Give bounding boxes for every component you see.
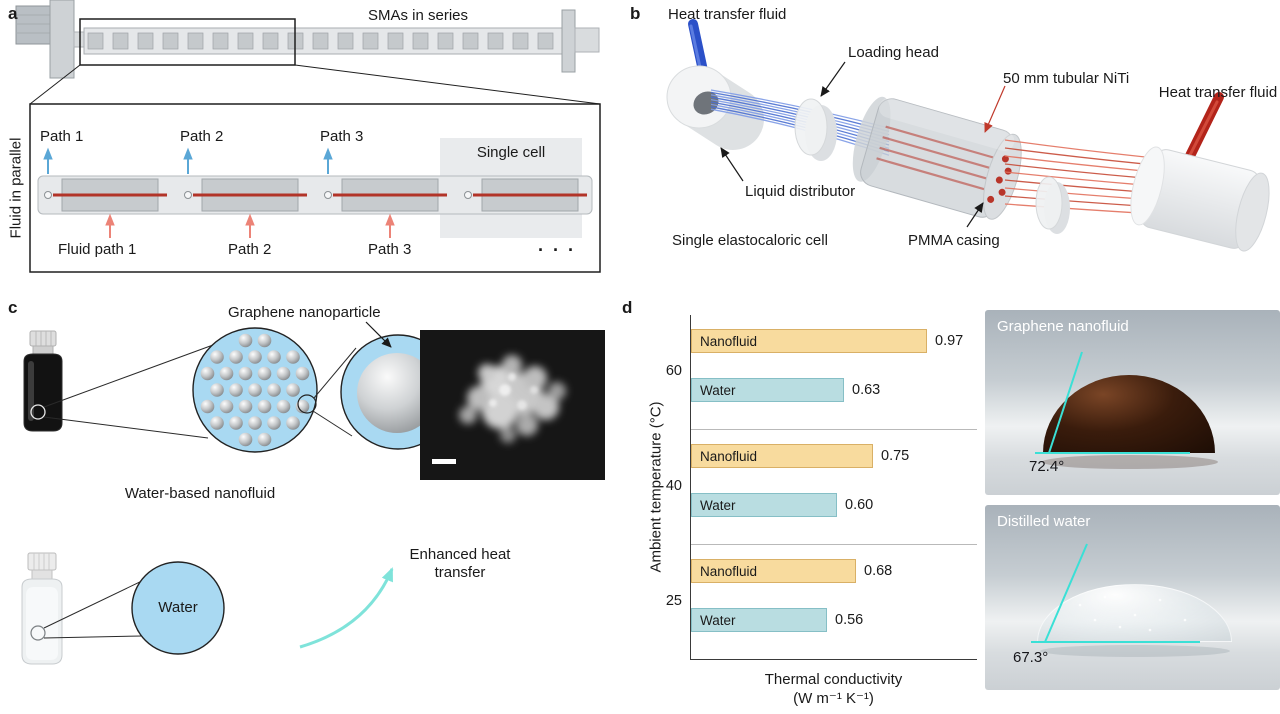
- sem-image: [420, 330, 605, 480]
- bar-nanofluid-60: Nanofluid: [691, 329, 927, 353]
- bar-nanofluid-40: Nanofluid: [691, 444, 873, 468]
- bar-row: Water 0.63: [691, 378, 880, 402]
- graphene-nanoparticle-sphere: [357, 353, 437, 433]
- fluid-path3-label: Path 3: [368, 241, 412, 258]
- bar-value-label: 0.68: [864, 563, 893, 579]
- bar-row: Water 0.56: [691, 608, 863, 632]
- zoom-source-box: [79, 18, 296, 66]
- panel-d-label: d: [622, 298, 633, 317]
- panel-b-label: b: [630, 4, 641, 23]
- fluid-path2-label: Path 2: [228, 241, 272, 258]
- bar-row: Nanofluid 0.97: [691, 329, 963, 353]
- nanoparticle-arrow-icon: [365, 321, 392, 348]
- water-label: Water: [158, 599, 198, 616]
- x-axis-units: (W m⁻¹ K⁻¹): [793, 690, 874, 707]
- pmma-casing-cylinder: [852, 96, 1022, 220]
- bar-series-label: Nanofluid: [700, 448, 758, 464]
- bar-group: Nanofluid 0.97 Water 0.63: [691, 315, 977, 430]
- bar-series-label: Water: [700, 382, 736, 398]
- bar-row: Nanofluid 0.75: [691, 444, 909, 468]
- contact-angle-value: 72.4°: [1029, 458, 1065, 475]
- graphene-nanoparticle-label: Graphene nanoparticle: [228, 304, 381, 321]
- y-tick-label: 60: [665, 363, 682, 379]
- niti-label: 50 mm tubular NiTi: [1003, 70, 1130, 87]
- y-axis-ticks: 60 40 25: [650, 315, 682, 660]
- bar-group: Nanofluid 0.68 Water 0.56: [691, 545, 977, 660]
- bar-value-label: 0.63: [852, 382, 881, 398]
- y-tick-label: 25: [665, 593, 682, 609]
- y-tick-label: 40: [665, 478, 682, 494]
- bar-nanofluid-25: Nanofluid: [691, 559, 856, 583]
- bar-group: Nanofluid 0.75 Water 0.60: [691, 430, 977, 545]
- panel-b-graphic: [666, 19, 1270, 252]
- niti-arrow-icon: [984, 85, 1006, 133]
- panel-c-label: c: [8, 298, 18, 317]
- contact-angle-marks: [1035, 351, 1190, 454]
- bar-series-label: Nanofluid: [700, 563, 758, 579]
- bar-water-40: Water: [691, 493, 837, 517]
- nanoparticle-grid: [200, 333, 310, 447]
- bar-chart-plot: Nanofluid 0.97 Water 0.63 Nanofluid 0.75 Water…: [690, 315, 977, 660]
- bar-value-label: 0.97: [935, 333, 964, 349]
- enhanced-transfer-arrow-icon: [299, 567, 394, 649]
- fluid-in-parallel-label: Fluid in parallel: [7, 137, 25, 239]
- contact-angle-value: 67.3°: [1013, 649, 1049, 666]
- panel-a-label: a: [8, 4, 18, 23]
- panel-c-graphic: [21, 321, 605, 665]
- annotation-arrow-icons: [720, 61, 984, 228]
- pmma-casing-label: PMMA casing: [908, 232, 1000, 249]
- heat-transfer-fluid-right-label: Heat transfer fluid: [1158, 84, 1278, 101]
- liquid-distributor-label: Liquid distributor: [745, 183, 856, 200]
- distilled-water-photo: Distilled water 67.3°: [985, 505, 1280, 690]
- enhanced-heat-transfer-label: Enhanced heat transfer: [409, 546, 511, 581]
- loading-head-label: Loading head: [848, 44, 939, 61]
- fluid-out-arrow-icons: [105, 213, 395, 238]
- fluid-in-arrow-icons: [43, 147, 333, 174]
- water-vial: [21, 552, 63, 665]
- right-collector-cylinder: [1130, 146, 1270, 252]
- photo-title: Distilled water: [997, 513, 1091, 530]
- bar-series-label: Water: [700, 612, 736, 628]
- heat-transfer-fluid-left-label: Heat transfer fluid: [668, 6, 787, 23]
- x-axis-title: Thermal conductivity: [764, 671, 903, 688]
- bar-series-label: Nanofluid: [700, 333, 758, 349]
- sma-cells: [44, 178, 587, 212]
- loading-head-disc: [794, 98, 837, 161]
- single-cell-label: Single cell: [476, 144, 546, 161]
- right-disc: [1035, 176, 1070, 234]
- bar-water-25: Water: [691, 608, 827, 632]
- sem-scale-bar: [432, 459, 456, 464]
- single-elastocaloric-cell-label: Single elastocaloric cell: [672, 232, 828, 249]
- bar-value-label: 0.60: [845, 497, 874, 513]
- water-zoom-circle: [131, 561, 225, 655]
- ellipsis-label: · · ·: [538, 240, 576, 260]
- contact-angle-marks: [1031, 543, 1200, 643]
- path3-top-label: Path 3: [320, 128, 364, 145]
- sma-series-tube: [83, 9, 600, 73]
- panel-a-graphic: [15, 0, 601, 273]
- bar-water-60: Water: [691, 378, 844, 402]
- photo-title: Graphene nanofluid: [997, 318, 1129, 335]
- parallel-tube: [37, 175, 593, 215]
- red-outlet-tube: [1182, 92, 1224, 167]
- bar-value-label: 0.56: [835, 612, 864, 628]
- path1-top-label: Path 1: [40, 128, 84, 145]
- particle-zoom-ring: [297, 394, 317, 414]
- bar-series-label: Water: [700, 497, 736, 513]
- y-axis-title: Ambient temperature (°C): [647, 401, 665, 573]
- nanofluid-vial: [23, 330, 63, 432]
- bar-value-label: 0.75: [881, 448, 910, 464]
- water-based-nanofluid-label: Water-based nanofluid: [124, 485, 276, 502]
- drive-machine: [15, 0, 85, 79]
- path2-top-label: Path 2: [180, 128, 224, 145]
- graphene-nanofluid-photo: Graphene nanofluid 72.4°: [985, 310, 1280, 495]
- smas-in-series-label: SMAs in series: [368, 7, 469, 24]
- fluid-path1-label: Fluid path 1: [58, 241, 137, 258]
- bar-row: Nanofluid 0.68: [691, 559, 892, 583]
- bar-row: Water 0.60: [691, 493, 873, 517]
